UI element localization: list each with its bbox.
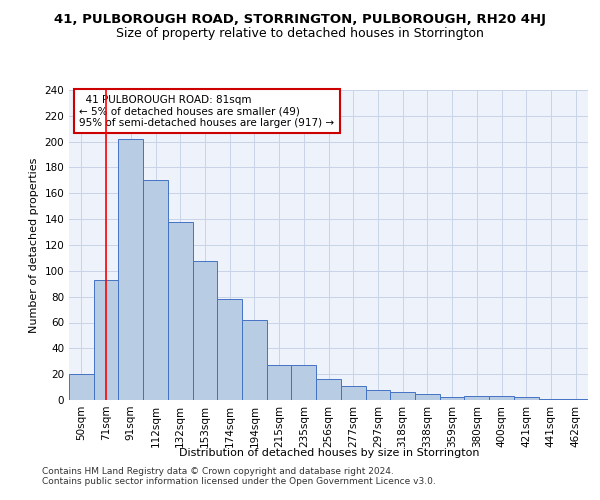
Bar bbox=[118, 139, 143, 400]
Bar bbox=[539, 398, 563, 400]
Bar bbox=[489, 396, 514, 400]
Text: 41 PULBOROUGH ROAD: 81sqm
← 5% of detached houses are smaller (49)
95% of semi-d: 41 PULBOROUGH ROAD: 81sqm ← 5% of detach… bbox=[79, 94, 335, 128]
Bar bbox=[563, 398, 588, 400]
Bar bbox=[440, 398, 464, 400]
Bar bbox=[242, 320, 267, 400]
Text: Distribution of detached houses by size in Storrington: Distribution of detached houses by size … bbox=[179, 448, 479, 458]
Bar bbox=[341, 386, 365, 400]
Text: Contains HM Land Registry data © Crown copyright and database right 2024.: Contains HM Land Registry data © Crown c… bbox=[42, 467, 394, 476]
Text: 41, PULBOROUGH ROAD, STORRINGTON, PULBOROUGH, RH20 4HJ: 41, PULBOROUGH ROAD, STORRINGTON, PULBOR… bbox=[54, 12, 546, 26]
Bar bbox=[94, 280, 118, 400]
Bar bbox=[69, 374, 94, 400]
Bar bbox=[267, 365, 292, 400]
Bar bbox=[464, 396, 489, 400]
Bar bbox=[168, 222, 193, 400]
Bar bbox=[390, 392, 415, 400]
Text: Size of property relative to detached houses in Storrington: Size of property relative to detached ho… bbox=[116, 28, 484, 40]
Bar bbox=[415, 394, 440, 400]
Bar bbox=[217, 299, 242, 400]
Y-axis label: Number of detached properties: Number of detached properties bbox=[29, 158, 39, 332]
Bar bbox=[193, 260, 217, 400]
Bar bbox=[514, 398, 539, 400]
Bar bbox=[365, 390, 390, 400]
Bar bbox=[316, 380, 341, 400]
Bar bbox=[292, 365, 316, 400]
Bar bbox=[143, 180, 168, 400]
Text: Contains public sector information licensed under the Open Government Licence v3: Contains public sector information licen… bbox=[42, 477, 436, 486]
